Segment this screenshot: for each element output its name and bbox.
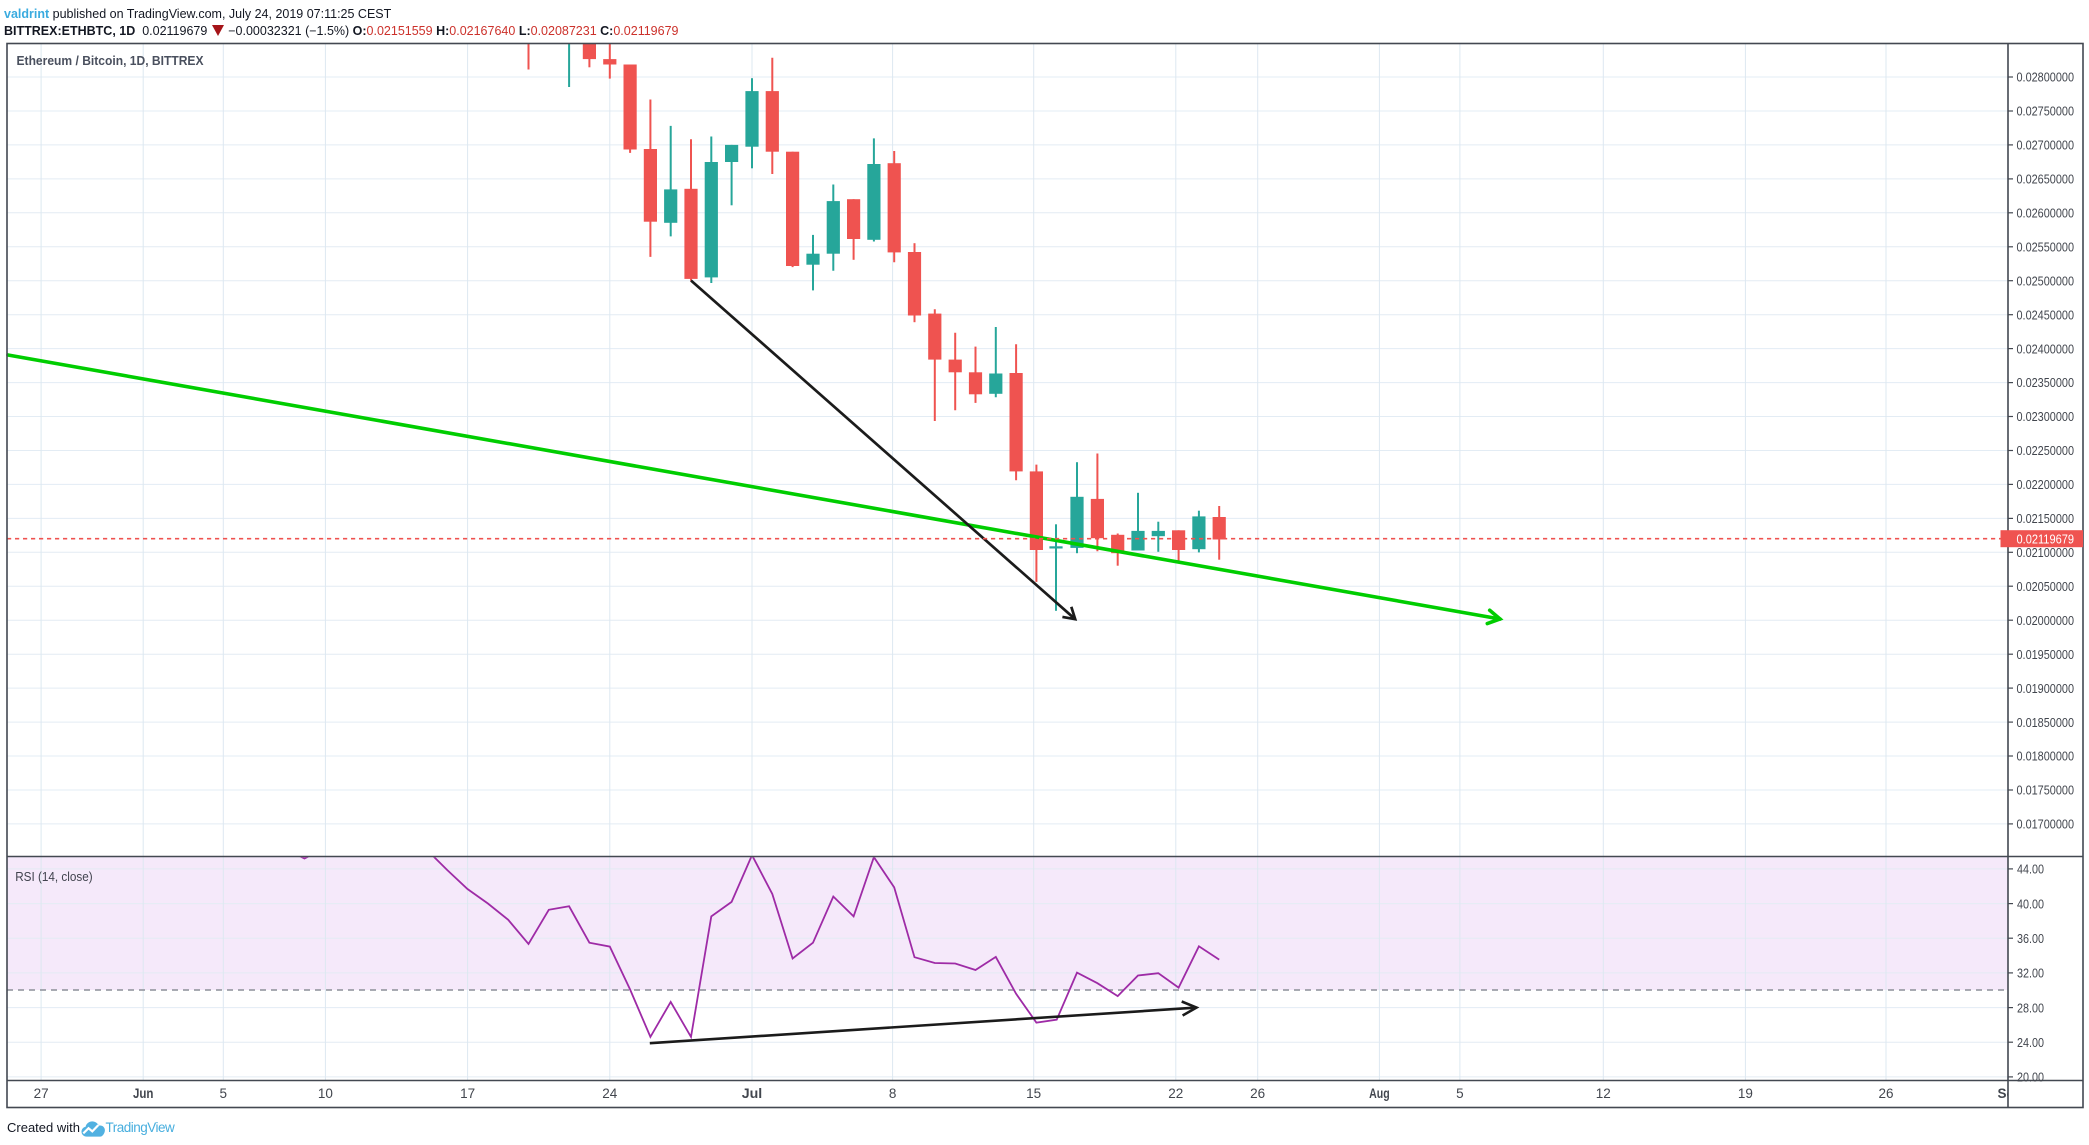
svg-text:5: 5 [1456,1086,1464,1101]
svg-text:0.02150000: 0.02150000 [2017,511,2075,526]
svg-text:0.02650000: 0.02650000 [2017,172,2075,187]
svg-text:26: 26 [1878,1086,1893,1101]
svg-text:0.01900000: 0.01900000 [2017,681,2075,696]
svg-text:0.02800000: 0.02800000 [2017,70,2075,85]
svg-text:Ethereum / Bitcoin, 1D, BITTRE: Ethereum / Bitcoin, 1D, BITTREX [17,53,204,68]
svg-text:27: 27 [34,1086,49,1101]
svg-text:0.01750000: 0.01750000 [2017,783,2075,798]
svg-text:0.02000000: 0.02000000 [2017,613,2075,628]
svg-text:0.01700000: 0.01700000 [2017,817,2075,832]
svg-text:0.02250000: 0.02250000 [2017,443,2075,458]
svg-text:32.00: 32.00 [2017,966,2044,981]
svg-text:22: 22 [1168,1086,1183,1101]
svg-text:0.02100000: 0.02100000 [2017,545,2075,560]
svg-text:8: 8 [889,1086,897,1101]
svg-text:0.01800000: 0.01800000 [2017,749,2075,764]
svg-text:0.02550000: 0.02550000 [2017,239,2075,254]
svg-text:10: 10 [318,1086,333,1101]
svg-text:0.02200000: 0.02200000 [2017,477,2075,492]
svg-text:0.02450000: 0.02450000 [2017,307,2075,322]
svg-text:RSI (14, close): RSI (14, close) [15,869,93,884]
svg-text:24.00: 24.00 [2017,1035,2044,1050]
svg-text:12: 12 [1596,1086,1611,1101]
svg-text:0.02600000: 0.02600000 [2017,206,2075,221]
svg-text:0.02050000: 0.02050000 [2017,579,2075,594]
svg-text:0.01950000: 0.01950000 [2017,647,2075,662]
svg-text:0.02350000: 0.02350000 [2017,375,2075,390]
svg-text:44.00: 44.00 [2017,862,2044,877]
svg-text:Jun: Jun [133,1086,154,1101]
svg-text:0.02119679: 0.02119679 [2017,531,2075,546]
svg-text:36.00: 36.00 [2017,931,2044,946]
svg-text:Se: Se [1998,1086,2015,1101]
svg-text:15: 15 [1026,1086,1041,1101]
svg-text:17: 17 [460,1086,475,1101]
svg-text:0.02750000: 0.02750000 [2017,104,2075,119]
svg-text:Aug: Aug [1369,1086,1390,1101]
svg-text:26: 26 [1250,1086,1265,1101]
svg-text:20.00: 20.00 [2017,1070,2044,1085]
svg-text:0.02500000: 0.02500000 [2017,273,2075,288]
svg-text:0.01850000: 0.01850000 [2017,715,2075,730]
svg-text:Jul: Jul [742,1086,763,1101]
svg-text:40.00: 40.00 [2017,896,2044,911]
svg-text:24: 24 [602,1086,618,1101]
svg-text:19: 19 [1738,1086,1753,1101]
svg-text:28.00: 28.00 [2017,1000,2044,1015]
svg-text:0.02400000: 0.02400000 [2017,341,2075,356]
svg-text:5: 5 [220,1086,228,1101]
svg-text:0.02300000: 0.02300000 [2017,409,2075,424]
svg-text:0.02700000: 0.02700000 [2017,138,2075,153]
